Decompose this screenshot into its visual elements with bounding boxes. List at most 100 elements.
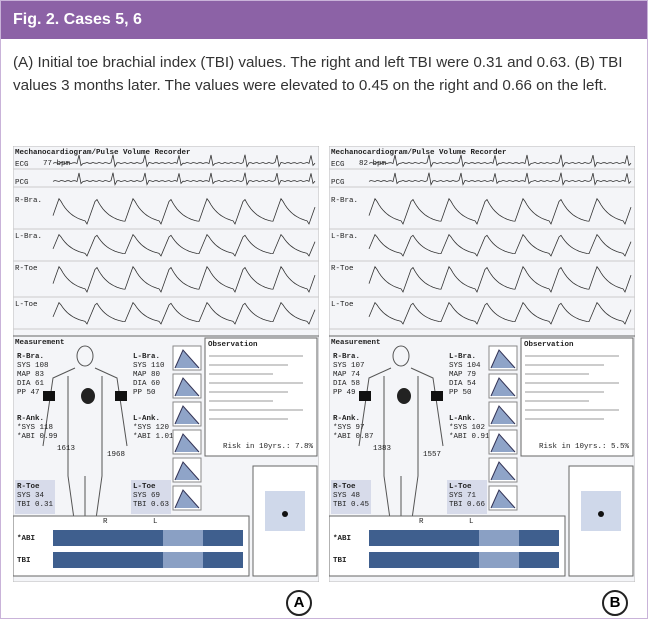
thumb-wave: [490, 433, 516, 453]
side-label: R: [103, 518, 108, 526]
index-band-light: [479, 530, 519, 546]
trace-label: R-Toe: [15, 265, 38, 273]
block-row: TBI 0.45: [333, 501, 370, 509]
block-row: TBI 0.66: [449, 501, 486, 509]
waveform: [368, 265, 632, 293]
observation-title: Observation: [524, 341, 574, 349]
scatter-dot: [282, 511, 288, 517]
body-outline: [42, 367, 128, 527]
trace-label: L-Toe: [15, 301, 38, 309]
block-row: *SYS 118: [17, 424, 53, 432]
block-title: R-Ank.: [17, 415, 44, 423]
thumb-wave: [174, 405, 200, 425]
thumb-wave: [174, 349, 200, 369]
pwv-value: 1968: [107, 451, 125, 459]
thumb-wave: [174, 489, 200, 509]
thumb-wave: [490, 461, 516, 481]
measurement-heading: Measurement: [331, 339, 381, 347]
index-band: [369, 552, 559, 568]
thumb-wave: [174, 377, 200, 397]
block-row: SYS 104: [449, 362, 481, 370]
trace-label: R-Bra.: [15, 197, 42, 205]
thumb-wave: [174, 433, 200, 453]
body-head: [76, 345, 94, 367]
block-title: R-Toe: [17, 483, 40, 491]
scatter-dot: [598, 511, 604, 517]
heart: [81, 388, 95, 404]
block-row: MAP 80: [133, 371, 161, 379]
block-title: L-Toe: [449, 483, 472, 491]
block-row: SYS 69: [133, 492, 160, 500]
block-title: R-Bra.: [17, 353, 44, 361]
block-title: R-Toe: [333, 483, 356, 491]
caption: (A) Initial toe brachial index (TBI) val…: [13, 54, 623, 94]
side-label: L: [469, 518, 474, 526]
trace-label: R-Bra.: [331, 197, 358, 205]
block-row: SYS 48: [333, 492, 360, 500]
block-title: L-Bra.: [133, 353, 160, 361]
block-title: R-Bra.: [333, 353, 360, 361]
block-row: MAP 83: [17, 371, 45, 379]
thumb-wave: [490, 405, 516, 425]
ecg-rate: 77 bpm: [43, 160, 71, 168]
toe-box: [447, 480, 487, 514]
bar-label: TBI: [17, 557, 31, 565]
block-row: DIA 58: [333, 380, 360, 388]
block-row: SYS 108: [17, 362, 49, 370]
trace-label: L-Bra.: [15, 233, 42, 241]
block-title: L-Bra.: [449, 353, 476, 361]
trace-label: L-Bra.: [331, 233, 358, 241]
index-band: [53, 552, 243, 568]
waveform: [52, 233, 316, 257]
block-row: SYS 110: [133, 362, 165, 370]
toe-box: [131, 480, 171, 514]
risk: Risk in 10yrs.: 5.5%: [539, 443, 630, 451]
block-row: *ABI 0.87: [333, 433, 374, 441]
block-row: *ABI 1.01: [133, 433, 174, 441]
block-row: SYS 34: [17, 492, 45, 500]
index-band-light: [163, 552, 203, 568]
waveform: [368, 172, 632, 186]
block-row: TBI 0.63: [133, 501, 170, 509]
report-title: Mechanocardiogram/Pulse Volume Recorder: [331, 149, 507, 157]
thumb-wave: [490, 489, 516, 509]
cuff: [115, 391, 127, 401]
observation-box: [520, 337, 634, 457]
block-row: MAP 74: [333, 371, 361, 379]
block-row: *SYS 97: [333, 424, 365, 432]
block-row: DIA 60: [133, 380, 161, 388]
pwv-value: 1557: [423, 451, 441, 459]
block-row: PP 49: [333, 389, 356, 397]
waveform: [52, 301, 316, 325]
block-row: *SYS 102: [449, 424, 485, 432]
observation-box: [204, 337, 318, 457]
block-row: *ABI 0.91: [449, 433, 490, 441]
block-row: *SYS 120: [133, 424, 170, 432]
block-row: DIA 61: [17, 380, 45, 388]
block-row: PP 50: [449, 389, 472, 397]
block-title: L-Ank.: [449, 415, 476, 423]
risk: Risk in 10yrs.: 7.8%: [223, 443, 314, 451]
trace-label: R-Toe: [331, 265, 354, 273]
trace-label: L-Toe: [331, 301, 354, 309]
thumb-wave: [490, 377, 516, 397]
block-row: SYS 107: [333, 362, 365, 370]
bar-label: TBI: [333, 557, 347, 565]
heart: [397, 388, 411, 404]
block-title: L-Toe: [133, 483, 156, 491]
index-band-light: [479, 552, 519, 568]
observation-title: Observation: [208, 341, 258, 349]
trace-label: PCG: [15, 179, 29, 187]
trace-label: ECG: [331, 161, 345, 169]
block-row: *ABI 0.99: [17, 433, 58, 441]
waveform: [368, 301, 632, 325]
toe-box: [331, 480, 371, 514]
block-row: PP 47: [17, 389, 40, 397]
body-head: [392, 345, 410, 367]
index-band: [369, 530, 559, 546]
side-label: R: [419, 518, 424, 526]
block-row: DIA 54: [449, 380, 477, 388]
pwv-value: 1383: [373, 445, 392, 453]
waveform: [368, 154, 632, 168]
